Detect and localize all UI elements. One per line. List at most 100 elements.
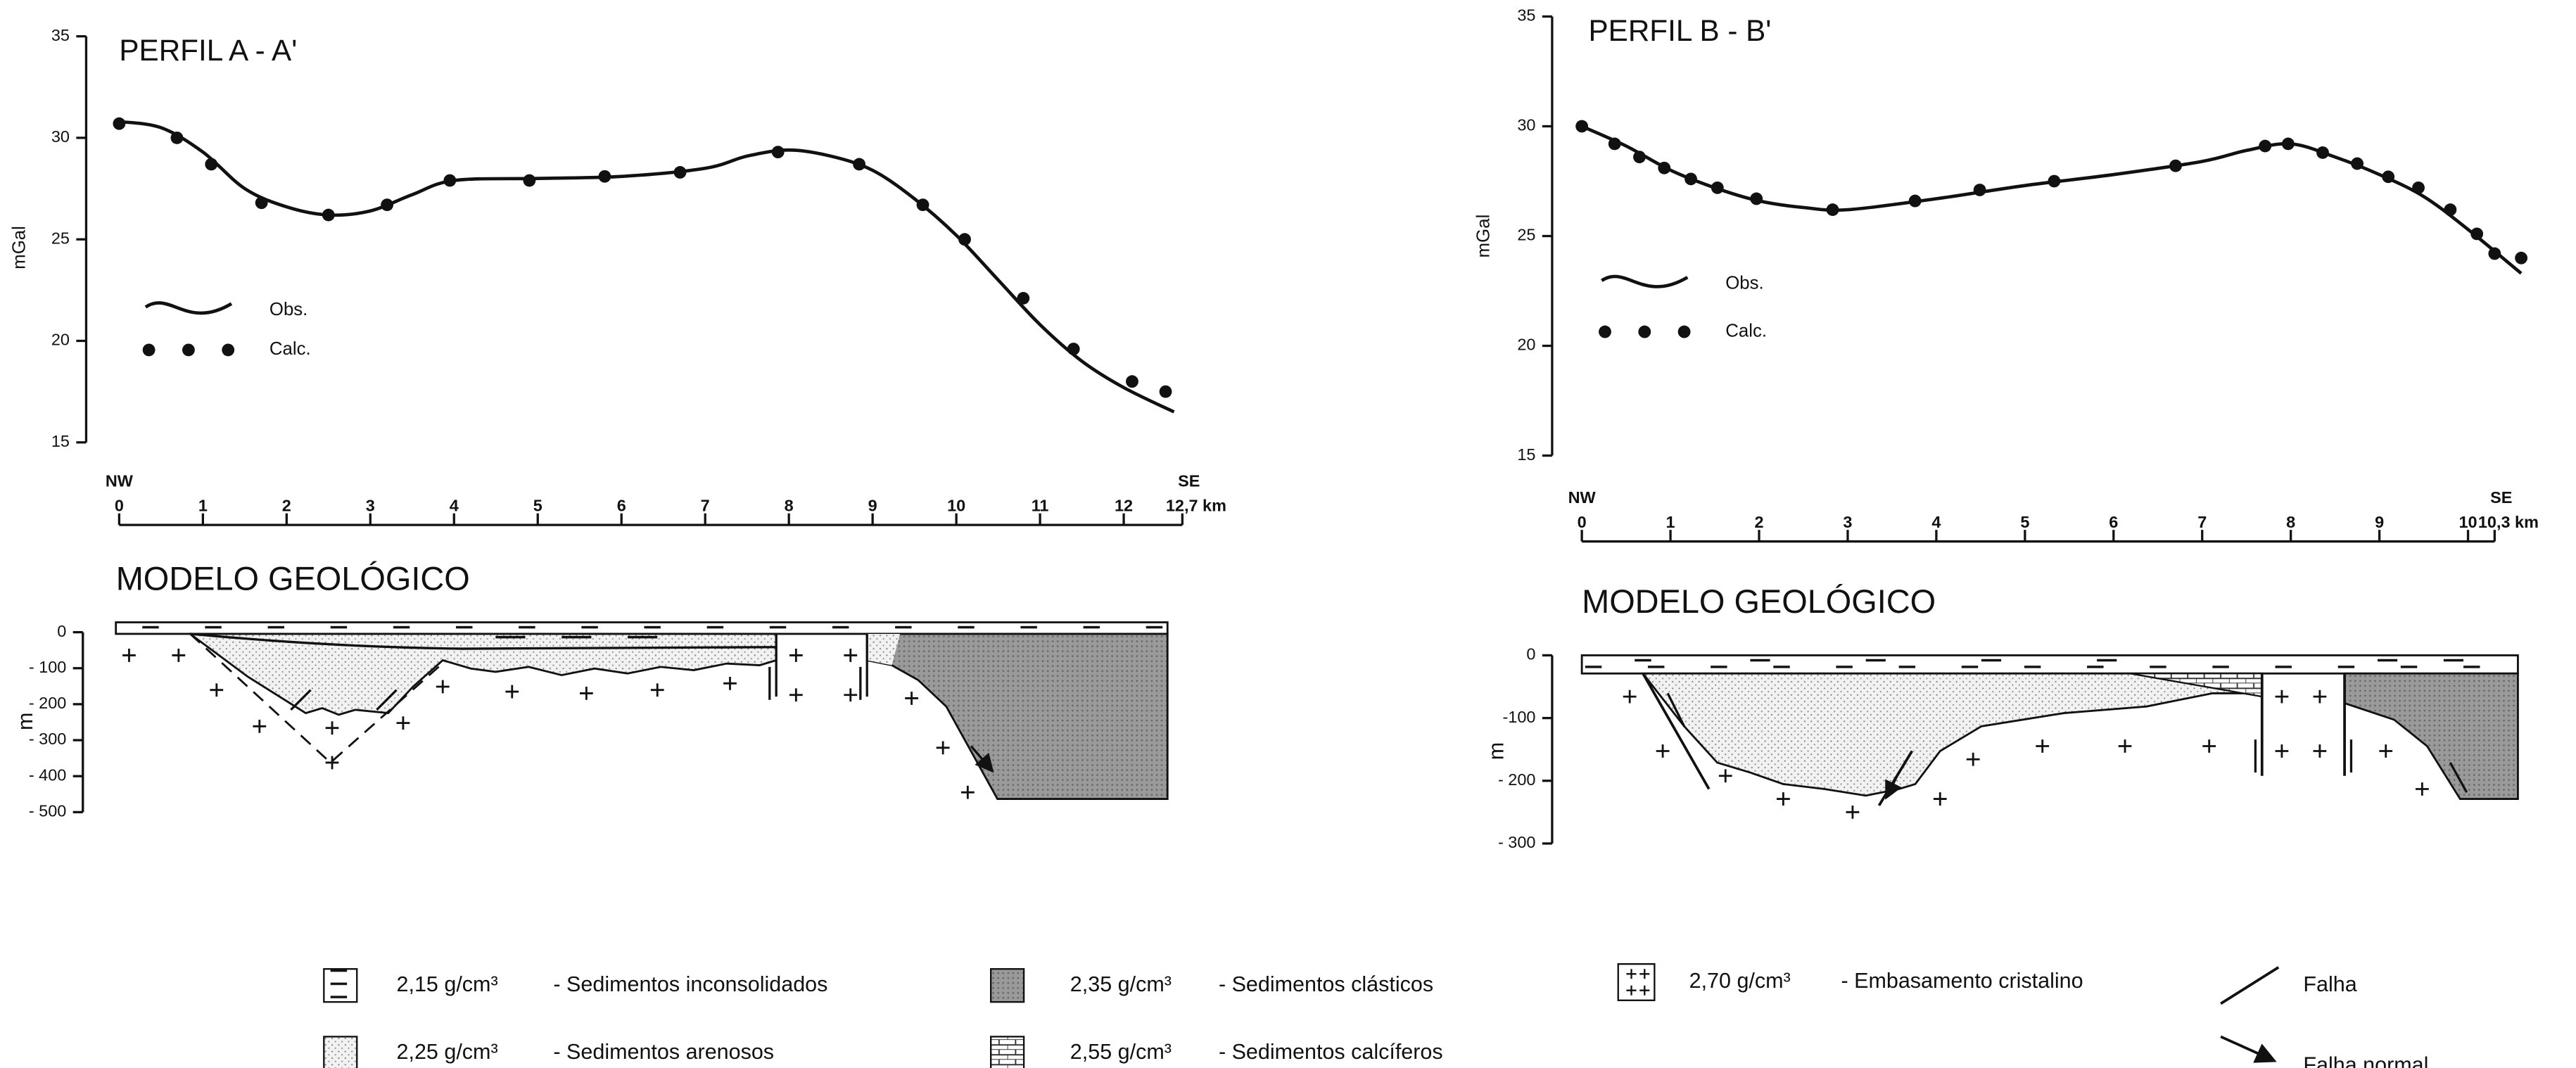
legend-label: - Embasamento cristalino	[1841, 969, 2083, 993]
calc-point	[2488, 247, 2501, 260]
x-tick-label: 9	[2375, 513, 2384, 531]
obs-line	[119, 120, 1175, 414]
x-tick-label: 7	[701, 496, 710, 514]
y-tick-label: - 400	[29, 765, 66, 784]
x-tick-label: 1	[1666, 513, 1675, 531]
calc-point	[1826, 203, 1839, 216]
x-tick-label: 5	[533, 496, 543, 514]
x-tick-label: 8	[785, 496, 794, 514]
legend-line	[144, 301, 233, 315]
calc-point	[443, 174, 457, 187]
legend-density: 2,55 g/cm³	[1070, 1040, 1172, 1064]
clastic-sediments	[865, 632, 1169, 800]
x-tick-label: 6	[2109, 513, 2118, 531]
x-tick-label: 8	[2286, 513, 2295, 531]
y-tick-label: 20	[51, 331, 70, 349]
calc-point	[771, 146, 785, 159]
x-tick-label: 2	[1754, 513, 1763, 531]
calc-point	[1908, 194, 1922, 208]
x-tick-label: 12,7 km	[1166, 496, 1226, 514]
calc-point	[2444, 203, 2457, 216]
x-tick-label: 2	[282, 496, 291, 514]
basement-crosses	[122, 649, 975, 799]
legend-density: 2,15 g/cm³	[397, 972, 498, 996]
x-tick-label: 12	[1115, 496, 1133, 514]
legend-line	[1600, 274, 1689, 288]
legend-swatch	[1617, 963, 1656, 1001]
calc-point	[1067, 343, 1080, 355]
legend-dot	[142, 343, 156, 357]
legend-density: 2,70 g/cm³	[1689, 969, 1791, 993]
x-tick-label: 6	[617, 496, 626, 514]
calc-point	[1750, 192, 1763, 205]
x-tick-label: 10	[947, 496, 965, 514]
calc-point	[1658, 161, 1671, 174]
x-tick-label: 10	[2459, 513, 2477, 531]
x-tick-label: 7	[2197, 513, 2207, 531]
x-end-label: SE	[1178, 471, 1200, 490]
y-tick-label: 25	[51, 229, 70, 247]
calc-point	[1575, 120, 1589, 133]
x-tick-label: 3	[366, 496, 375, 514]
chart-title: MODELO GEOLÓGICO	[116, 560, 470, 597]
calc-point	[2316, 146, 2329, 159]
unconsolidated-layer	[115, 621, 1169, 635]
y-axis-label: m	[1485, 742, 1509, 760]
y-tick-label: 15	[51, 432, 70, 450]
x-tick-label: 4	[1931, 513, 1941, 531]
y-tick-label: 25	[1517, 226, 1535, 244]
calc-point	[113, 117, 126, 130]
x-start-label: NW	[106, 471, 134, 490]
clastic-sediments	[2343, 672, 2519, 800]
legend-label: - Sedimentos inconsolidados	[553, 972, 827, 996]
x-tick-label: 0	[115, 496, 124, 514]
x-tick-label: 11	[1032, 496, 1049, 514]
calc-point	[2515, 251, 2528, 265]
section-a-geometry	[115, 621, 1169, 800]
legend-dot	[1599, 325, 1611, 338]
vertical-faults	[775, 633, 868, 697]
calc-point	[958, 233, 971, 246]
y-tick-label: 35	[1517, 6, 1535, 25]
legend-dot	[222, 343, 235, 357]
y-tick-label: - 500	[29, 802, 66, 820]
y-tick-label: -100	[1502, 708, 1535, 726]
legend-density: 2,35 g/cm³	[1070, 972, 1172, 996]
x-tick-label: 9	[868, 496, 877, 514]
x-tick-label: 10,3 km	[2478, 513, 2539, 531]
legend-label: - Sedimentos calcíferos	[1219, 1040, 1443, 1064]
legend-dot	[1638, 325, 1651, 338]
fault-arrows	[1666, 692, 2468, 795]
unconsolidated-layer	[1580, 654, 2519, 675]
obs-line	[1581, 125, 2523, 275]
x-tick-label: 3	[1843, 513, 1852, 531]
legend-density: 2,25 g/cm³	[397, 1040, 498, 1064]
calc-point	[170, 131, 184, 144]
calc-point	[205, 158, 218, 171]
calc-point	[255, 196, 268, 210]
y-tick-label: 0	[1526, 645, 1535, 663]
lens-boundary	[190, 632, 777, 650]
legend: 2,15 g/cm³ - Sedimentos inconsolidados 2…	[323, 963, 2428, 1068]
chart-title: PERFIL A - A'	[119, 34, 297, 67]
calc-point	[2470, 227, 2484, 241]
calc-point	[2382, 170, 2395, 184]
legend-label: Calc.	[1725, 321, 1767, 341]
y-tick-label: 30	[1517, 116, 1535, 134]
calc-point	[2259, 139, 2272, 153]
legend-dot	[1677, 325, 1691, 338]
calc-point	[381, 198, 394, 212]
calc-point	[1973, 184, 1986, 196]
sandy-sediments	[1641, 672, 2264, 797]
y-axis-label: mGal	[9, 226, 29, 269]
legend-swatch	[990, 1036, 1025, 1068]
x-tick-label: 0	[1578, 513, 1587, 531]
chart-title: PERFIL B - B'	[1589, 14, 1772, 47]
x-tick-label: 1	[198, 496, 208, 514]
legend-label: - Sedimentos arenosos	[553, 1040, 774, 1064]
y-tick-label: - 300	[1498, 833, 1535, 851]
legend-swatch	[990, 968, 1025, 1003]
legend-label: Obs.	[1725, 273, 1763, 293]
